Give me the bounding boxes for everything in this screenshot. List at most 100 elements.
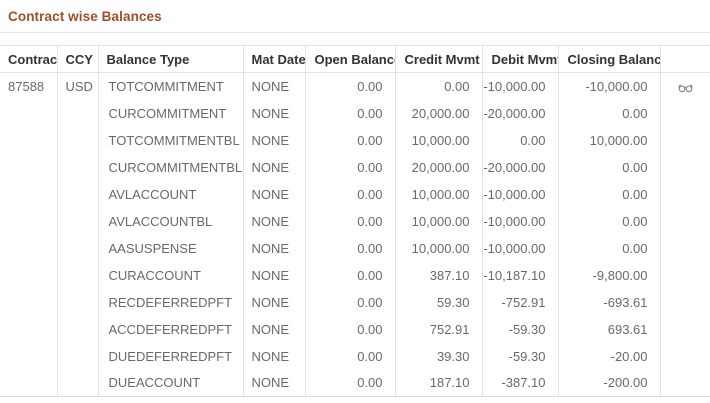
cell-contract [0, 261, 58, 289]
table-row: ACCDEFERREDPFT NONE 0.00 752.91 -59.30 6… [0, 315, 710, 343]
cell-ccy: USD [57, 72, 99, 100]
cell-ccy [57, 99, 99, 127]
cell-open-balance: 0.00 [305, 126, 396, 154]
cell-actions [660, 154, 710, 181]
cell-credit-mvmt: 39.30 [395, 342, 483, 370]
cell-credit-mvmt: 752.91 [395, 315, 483, 343]
cell-credit-mvmt: 10,000.00 [395, 234, 483, 262]
cell-balance-type: DUEDEFERREDPFT [98, 342, 244, 370]
cell-closing-balance: 0.00 [558, 99, 661, 127]
cell-balance-type: DUEACCOUNT [98, 369, 244, 397]
cell-balance-type: RECDEFERREDPFT [98, 288, 244, 316]
table-row: DUEDEFERREDPFT NONE 0.00 39.30 -59.30 -2… [0, 342, 710, 370]
table-row: AASUSPENSE NONE 0.00 10,000.00 -10,000.0… [0, 234, 710, 262]
cell-contract [0, 369, 58, 397]
cell-credit-mvmt: 10,000.00 [395, 207, 483, 235]
col-header-contract: Contract [0, 45, 58, 73]
cell-contract: 87588 [0, 72, 58, 100]
cell-ccy [57, 369, 99, 397]
cell-ccy [57, 234, 99, 262]
cell-closing-balance: 10,000.00 [558, 126, 661, 154]
table-body: 87588 USD TOTCOMMITMENT NONE 0.00 0.00 -… [0, 72, 710, 397]
table-header-row: Contract CCY Balance Type Mat Date Open … [0, 45, 710, 73]
cell-ccy [57, 153, 99, 181]
col-header-ccy: CCY [57, 45, 99, 73]
table-row: AVLACCOUNTBL NONE 0.00 10,000.00 -10,000… [0, 207, 710, 235]
table-row: TOTCOMMITMENTBL NONE 0.00 10,000.00 0.00… [0, 126, 710, 154]
eyeglasses-icon[interactable] [676, 81, 695, 94]
cell-ccy [57, 207, 99, 235]
cell-credit-mvmt: 187.10 [395, 369, 483, 397]
cell-ccy [57, 180, 99, 208]
cell-actions [660, 262, 710, 289]
table-row: AVLACCOUNT NONE 0.00 10,000.00 -10,000.0… [0, 180, 710, 208]
cell-open-balance: 0.00 [305, 180, 396, 208]
cell-credit-mvmt: 10,000.00 [395, 180, 483, 208]
cell-actions [660, 369, 710, 397]
cell-open-balance: 0.00 [305, 342, 396, 370]
table-row: CURACCOUNT NONE 0.00 387.10 -10,187.10 -… [0, 261, 710, 289]
cell-contract [0, 180, 58, 208]
balances-table: Contract CCY Balance Type Mat Date Open … [0, 45, 710, 397]
section-title-bar: Contract wise Balances [0, 0, 710, 33]
cell-contract [0, 288, 58, 316]
cell-closing-balance: -200.00 [558, 369, 661, 397]
cell-debit-mvmt: -387.10 [482, 369, 559, 397]
cell-debit-mvmt: 0.00 [482, 126, 559, 154]
cell-contract [0, 315, 58, 343]
cell-credit-mvmt: 0.00 [395, 72, 483, 100]
cell-mat-date: NONE [243, 315, 306, 343]
cell-closing-balance: 693.61 [558, 315, 661, 343]
table-row: DUEACCOUNT NONE 0.00 187.10 -387.10 -200… [0, 369, 710, 397]
col-header-debit-mvmt: Debit Mvmt [482, 45, 559, 73]
cell-closing-balance: -20.00 [558, 342, 661, 370]
cell-balance-type: ACCDEFERREDPFT [98, 315, 244, 343]
cell-contract [0, 207, 58, 235]
cell-balance-type: AVLACCOUNT [98, 180, 244, 208]
cell-ccy [57, 126, 99, 154]
cell-open-balance: 0.00 [305, 72, 396, 100]
cell-debit-mvmt: -10,187.10 [482, 261, 559, 289]
cell-ccy [57, 342, 99, 370]
cell-actions [660, 127, 710, 154]
cell-debit-mvmt: -59.30 [482, 315, 559, 343]
cell-mat-date: NONE [243, 261, 306, 289]
cell-contract [0, 99, 58, 127]
cell-closing-balance: -9,800.00 [558, 261, 661, 289]
cell-balance-type: AVLACCOUNTBL [98, 207, 244, 235]
cell-contract [0, 342, 58, 370]
cell-contract [0, 234, 58, 262]
cell-balance-type: AASUSPENSE [98, 234, 244, 262]
cell-balance-type: TOTCOMMITMENTBL [98, 126, 244, 154]
cell-actions [660, 208, 710, 235]
cell-credit-mvmt: 59.30 [395, 288, 483, 316]
cell-closing-balance: 0.00 [558, 153, 661, 181]
table-row: 87588 USD TOTCOMMITMENT NONE 0.00 0.00 -… [0, 72, 710, 100]
cell-actions [660, 73, 710, 100]
cell-credit-mvmt: 20,000.00 [395, 99, 483, 127]
cell-debit-mvmt: -10,000.00 [482, 180, 559, 208]
cell-ccy [57, 261, 99, 289]
cell-mat-date: NONE [243, 207, 306, 235]
cell-open-balance: 0.00 [305, 207, 396, 235]
col-header-actions [660, 45, 710, 73]
cell-mat-date: NONE [243, 234, 306, 262]
cell-closing-balance: 0.00 [558, 207, 661, 235]
cell-contract [0, 153, 58, 181]
cell-open-balance: 0.00 [305, 288, 396, 316]
cell-mat-date: NONE [243, 72, 306, 100]
cell-open-balance: 0.00 [305, 99, 396, 127]
cell-actions [660, 181, 710, 208]
cell-mat-date: NONE [243, 153, 306, 181]
cell-debit-mvmt: -10,000.00 [482, 234, 559, 262]
cell-open-balance: 0.00 [305, 261, 396, 289]
table-row: CURCOMMITMENTBL NONE 0.00 20,000.00 -20,… [0, 153, 710, 181]
cell-actions [660, 343, 710, 370]
cell-credit-mvmt: 387.10 [395, 261, 483, 289]
cell-debit-mvmt: -10,000.00 [482, 207, 559, 235]
cell-credit-mvmt: 10,000.00 [395, 126, 483, 154]
cell-balance-type: CURACCOUNT [98, 261, 244, 289]
cell-actions [660, 289, 710, 316]
cell-balance-type: CURCOMMITMENTBL [98, 153, 244, 181]
cell-debit-mvmt: -20,000.00 [482, 99, 559, 127]
